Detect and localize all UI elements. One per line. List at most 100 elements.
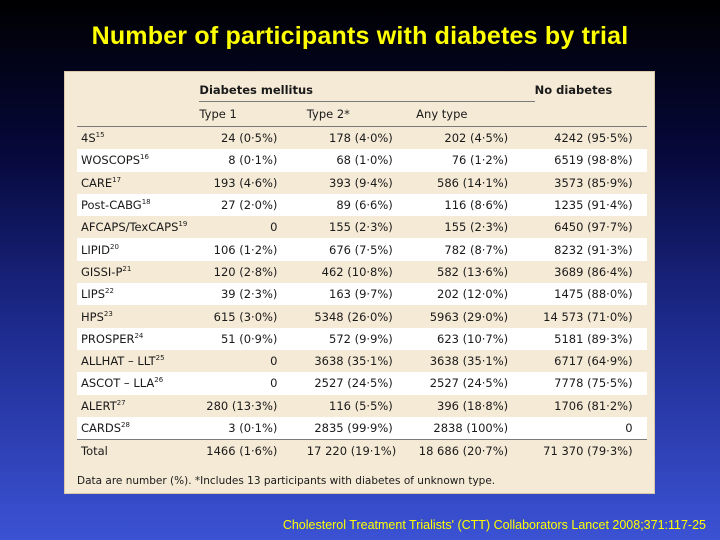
table-row: ASCOT – LLA26 0 2527 (24·5%) 2527 (24·5%) 77…	[77, 372, 647, 395]
type2-cell: 68 (1·0%)	[306, 149, 417, 172]
no-diabetes-cell: 1235 (91·4%)	[534, 193, 647, 217]
no-diabetes-cell-text: 4242 (95·5%)	[554, 131, 633, 146]
table-panel: Diabetes mellitus No diabetes Type 1 Typ…	[64, 71, 655, 494]
trial-name-cell: ALERT27	[77, 394, 200, 417]
table-row: ALERT27 280 (13·3%) 116 (5·5%) 396 (18·8%) 1…	[77, 394, 647, 417]
type2-cell-text: 89 (6·6%)	[336, 198, 393, 213]
type1-cell: 8 (0·1%)	[199, 149, 307, 172]
type2-cell: 572 (9·9%)	[306, 327, 417, 350]
type2-cell-text: 676 (7·5%)	[329, 242, 393, 257]
any-type-cell: 396 (18·8%)	[416, 394, 535, 417]
type2-cell: 676 (7·5%)	[306, 238, 417, 261]
any-type-cell-text: 582 (13·6%)	[437, 264, 509, 279]
no-diabetes-cell-text: 1235 (91·4%)	[554, 198, 633, 213]
type1-cell: 0	[199, 216, 307, 239]
type2-cell: 178 (4·0%)	[306, 126, 417, 150]
subheader-type1: Type 1	[199, 101, 307, 127]
type1-cell: 3 (0·1%)	[199, 416, 307, 440]
no-diabetes-cell: 5181 (89·3%)	[534, 327, 647, 350]
type1-cell: 24 (0·5%)	[199, 126, 307, 150]
no-diabetes-cell: 7778 (75·5%)	[534, 372, 647, 395]
type1-cell: 0	[199, 372, 307, 395]
trial-name-cell: WOSCOPS16	[77, 149, 200, 172]
total-no-diabetes-cell: 71 370 (79·3%)	[534, 439, 647, 463]
type2-cell: 393 (9·4%)	[306, 171, 417, 194]
no-diabetes-cell: 1475 (88·0%)	[534, 283, 647, 306]
trial-reference: 15	[95, 131, 105, 140]
slide-title: Number of participants with diabetes by …	[91, 22, 629, 50]
any-type-cell-text: 782 (8·7%)	[444, 242, 509, 257]
any-type-cell: 623 (10·7%)	[416, 327, 535, 350]
type2-cell-text: 393 (9·4%)	[329, 175, 393, 190]
no-diabetes-cell-text: 8232 (91·3%)	[554, 242, 633, 257]
trial-name: PROSPER	[81, 331, 135, 346]
trial-name-cell: LIPID20	[77, 238, 200, 261]
no-diabetes-cell: 8232 (91·3%)	[534, 238, 647, 261]
no-diabetes-cell: 1706 (81·2%)	[534, 394, 647, 417]
any-type-cell: 202 (4·5%)	[416, 126, 535, 150]
table-subheader-row: Type 1 Type 2* Any type	[77, 101, 647, 127]
type1-cell-text: 0	[270, 354, 278, 369]
no-diabetes-cell-text: 3689 (86·4%)	[554, 264, 633, 279]
total-type1-cell-text: 1466 (1·6%)	[206, 444, 278, 459]
type1-cell-text: 193 (4·6%)	[213, 175, 278, 190]
trial-name: GISSI-P	[81, 264, 123, 279]
any-type-cell: 76 (1·2%)	[416, 149, 535, 172]
any-type-cell-text: 623 (10·7%)	[437, 331, 509, 346]
trial-reference: 27	[116, 398, 126, 407]
diabetes-table: Diabetes mellitus No diabetes Type 1 Typ…	[77, 78, 647, 463]
trial-name: AFCAPS/TexCAPS	[81, 220, 179, 235]
table-header-row: Diabetes mellitus No diabetes	[77, 78, 647, 102]
table-row: HPS23 615 (3·0%) 5348 (26·0%) 5963 (29·0%) 1…	[77, 305, 647, 328]
type2-cell-text: 572 (9·9%)	[329, 331, 393, 346]
trial-name-cell: ASCOT – LLA26	[77, 372, 200, 395]
subheader-type2: Type 2*	[306, 101, 417, 127]
any-type-cell: 3638 (35·1%)	[416, 349, 535, 373]
total-label-cell-text: Total	[81, 444, 108, 459]
type1-cell: 51 (0·9%)	[199, 327, 307, 350]
trial-name-cell: ALLHAT – LLT25	[77, 349, 200, 373]
type2-cell: 3638 (35·1%)	[306, 349, 417, 373]
type1-cell: 27 (2·0%)	[199, 193, 307, 217]
trial-reference: 17	[112, 175, 122, 184]
any-type-cell: 782 (8·7%)	[416, 238, 535, 261]
trial-reference: 18	[141, 198, 151, 207]
no-diabetes-cell-text: 6519 (98·8%)	[554, 153, 633, 168]
trial-reference: 24	[134, 331, 144, 340]
type1-cell: 615 (3·0%)	[199, 305, 307, 328]
type1-cell-text: 120 (2·8%)	[213, 264, 278, 279]
type2-cell: 116 (5·5%)	[306, 394, 417, 417]
any-type-cell-text: 5963 (29·0%)	[429, 309, 509, 324]
trial-name: ALLHAT – LLT	[81, 354, 156, 369]
type1-cell-text: 8 (0·1%)	[228, 153, 278, 168]
trial-name: ALERT	[81, 398, 117, 413]
type2-cell-text: 2527 (24·5%)	[314, 376, 393, 391]
type1-cell: 120 (2·8%)	[199, 260, 307, 284]
table-row: CARDS28 3 (0·1%) 2835 (99·9%) 2838 (100%) 0	[77, 416, 647, 440]
type1-cell-text: 0	[270, 220, 278, 235]
type1-cell: 39 (2·3%)	[199, 283, 307, 306]
table-row: 4S15 24 (0·5%) 178 (4·0%) 202 (4·5%) 4242 (9…	[77, 126, 647, 150]
type1-cell-text: 27 (2·0%)	[220, 198, 278, 213]
type1-cell-text: 615 (3·0%)	[213, 309, 278, 324]
table-footnote: Data are number (%). *Includes 13 partic…	[77, 475, 496, 487]
no-diabetes-cell: 4242 (95·5%)	[534, 126, 647, 150]
type2-cell-text: 2835 (99·9%)	[314, 421, 393, 435]
type2-cell: 2527 (24·5%)	[306, 372, 417, 395]
no-diabetes-cell: 6717 (64·9%)	[534, 349, 647, 373]
any-type-cell-text: 2838 (100%)	[433, 421, 509, 435]
any-type-cell: 2838 (100%)	[416, 416, 535, 440]
type2-cell-text: 163 (9·7%)	[329, 287, 393, 302]
no-diabetes-cell-text: 5181 (89·3%)	[554, 331, 633, 346]
any-type-cell: 586 (14·1%)	[416, 171, 535, 194]
type1-cell: 280 (13·3%)	[199, 394, 307, 417]
trial-name-cell: LIPS22	[77, 283, 200, 306]
table-row: AFCAPS/TexCAPS19 0 155 (2·3%) 155 (2·3%) 645…	[77, 216, 647, 239]
type1-cell-text: 24 (0·5%)	[220, 131, 278, 146]
any-type-cell: 202 (12·0%)	[416, 283, 535, 306]
trial-reference: 22	[105, 287, 114, 296]
trial-name-cell: AFCAPS/TexCAPS19	[77, 216, 200, 239]
type2-cell-text: 68 (1·0%)	[336, 153, 393, 168]
type1-cell: 106 (1·2%)	[199, 238, 307, 261]
trial-name: ASCOT – LLA	[81, 376, 155, 391]
